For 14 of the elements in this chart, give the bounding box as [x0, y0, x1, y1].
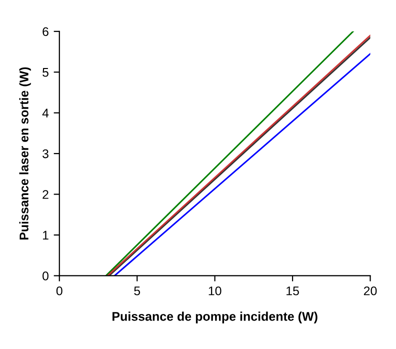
x-tick-label: 10	[208, 286, 222, 296]
x-axis-title: Puissance de pompe incidente (W)	[112, 312, 318, 324]
x-tick-label: 5	[134, 286, 140, 296]
y-tick-label: 1	[42, 230, 48, 240]
y-tick-label: 3	[42, 149, 48, 158]
x-tick-label: 0	[56, 286, 62, 296]
y-tick-label: 0	[42, 272, 48, 280]
y-tick-label: 6	[42, 27, 48, 36]
x-tick-label: 15	[286, 286, 299, 296]
y-tick-label: 2	[42, 190, 48, 199]
y-tick-label: 4	[42, 108, 49, 118]
y-axis-title: Puissance laser en sortie (W)	[19, 67, 31, 240]
x-tick-label: 20	[364, 286, 377, 296]
y-tick-label: 5	[42, 68, 48, 77]
